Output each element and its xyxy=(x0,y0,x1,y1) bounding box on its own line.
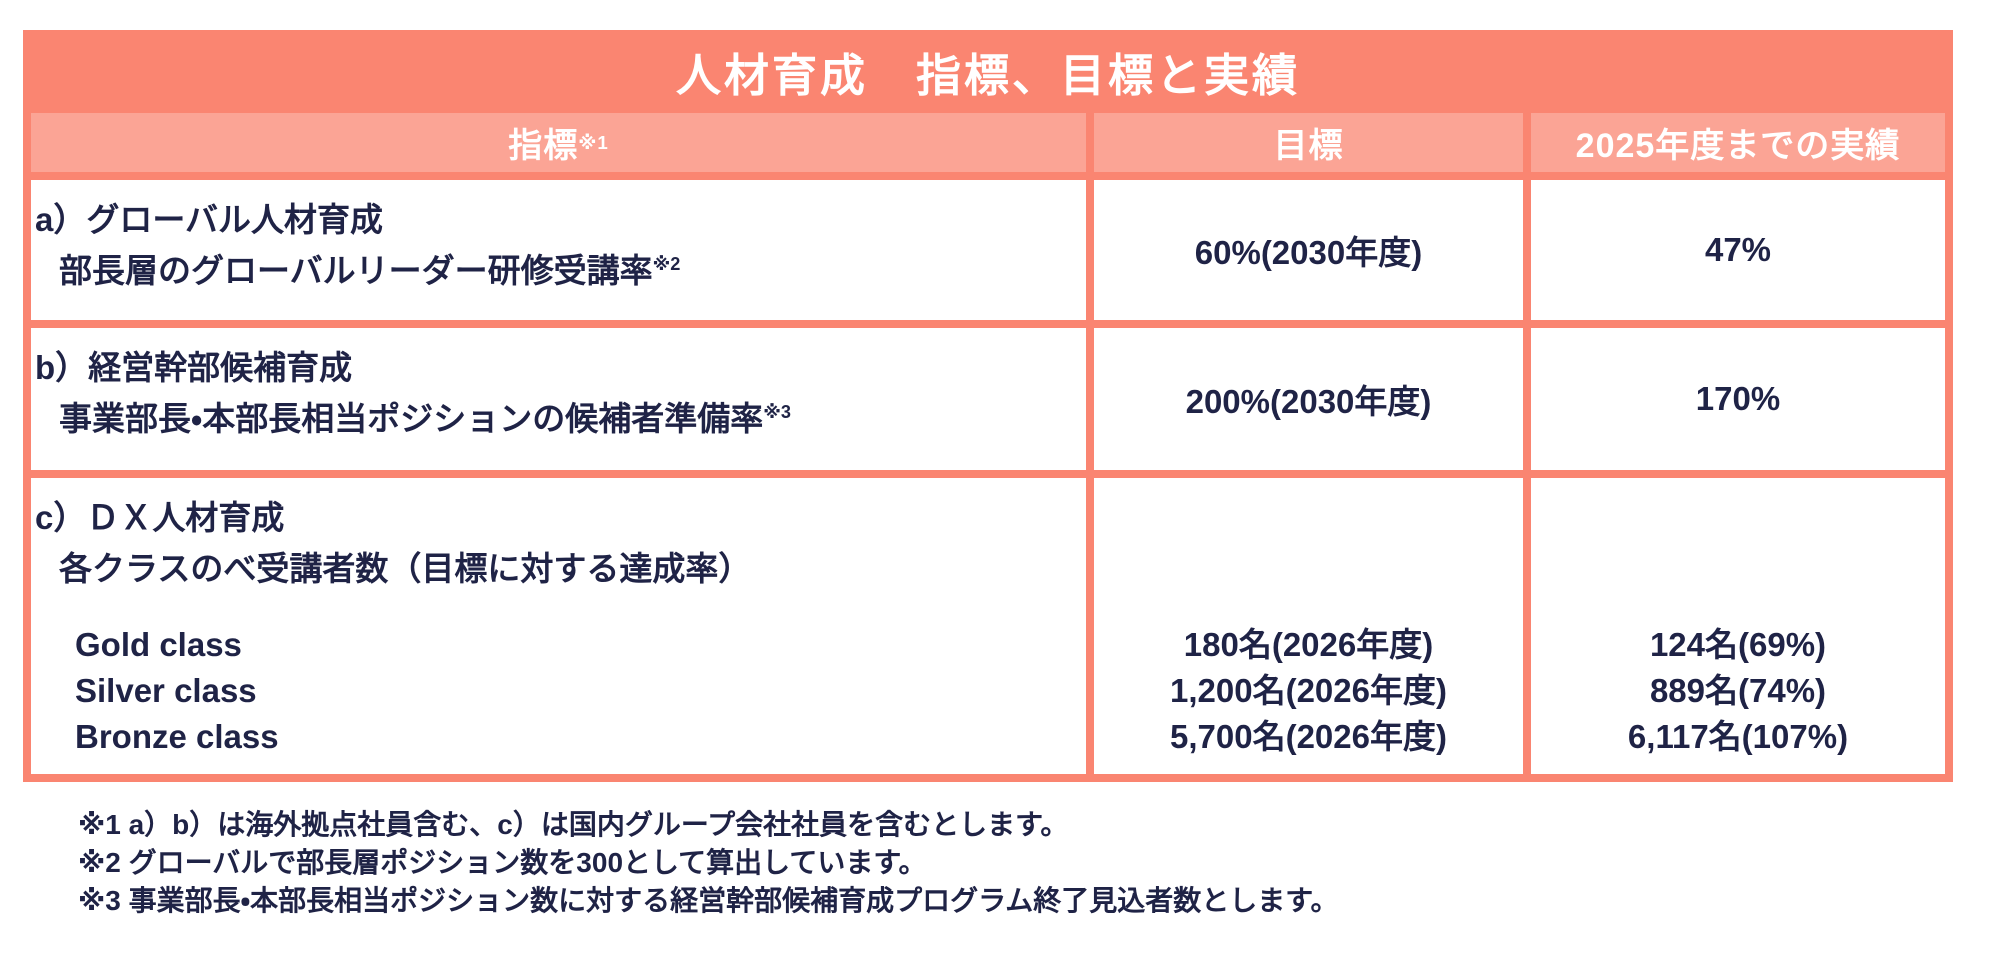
class-gold-result: 124名(69%) xyxy=(1649,626,1827,663)
row-c-title: c）ＤＸ人材育成 xyxy=(35,499,285,536)
footnotes: ※1 a）b）は海外拠点社員含む、c）は国内グループ会社社員を含むとします。 ※… xyxy=(78,806,1338,920)
row-c-class-list: Gold class Silver class Bronze class xyxy=(35,622,1076,760)
row-b-target-cell: 200%(2030年度) xyxy=(1094,328,1523,470)
class-gold-label: Gold class xyxy=(75,626,242,663)
row-a-target-cell: 60%(2030年度) xyxy=(1094,180,1523,320)
class-bronze-target: 5,700名(2026年度) xyxy=(1170,718,1447,755)
footnote-3: ※3 事業部長・本部長相当ポジション数に対する経営幹部候補育成プログラム終了見込… xyxy=(78,885,1339,916)
class-silver-target: 1,200名(2026年度) xyxy=(1170,672,1447,709)
row-c-heading: c）ＤＸ人材育成 各クラスのべ受講者数（目標に対する達成率） xyxy=(35,492,1076,594)
table-title: 人材育成 指標、目標と実績 xyxy=(675,50,1300,101)
row-b-indicator-cell: b）経営幹部候補育成 事業部長・本部長相当ポジションの候補者準備率※3 xyxy=(31,328,1086,470)
row-c-target-cell: 180名(2026年度) 1,200名(2026年度) 5,700名(2026年… xyxy=(1094,478,1523,774)
header-indicator: 指標 ※1 xyxy=(31,113,1086,172)
row-c-indicator-cell: c）ＤＸ人材育成 各クラスのべ受講者数（目標に対する達成率） Gold clas… xyxy=(31,478,1086,774)
header-result: 2025年度までの実績 xyxy=(1531,113,1945,172)
class-gold-target: 180名(2026年度) xyxy=(1183,626,1434,663)
row-c-result-cell: 124名(69%) 889名(74%) 6,117名(107%) xyxy=(1531,478,1945,774)
header-indicator-label: 指標 xyxy=(508,127,579,165)
row-a-title: a）グローバル人材育成 xyxy=(35,201,384,238)
row-b-footnote-ref: ※3 xyxy=(763,402,791,422)
row-a-indicator-cell: a）グローバル人材育成 部長層のグローバルリーダー研修受講率※2 xyxy=(31,180,1086,320)
row-c-subtitle: 各クラスのべ受講者数（目標に対する達成率） xyxy=(59,550,752,587)
row-a-target-value: 60%(2030年度) xyxy=(1194,234,1423,271)
row-a-footnote-ref: ※2 xyxy=(652,254,681,274)
class-silver-label: Silver class xyxy=(75,672,257,709)
header-target: 目標 xyxy=(1094,113,1523,172)
class-silver-result: 889名(74%) xyxy=(1649,672,1827,709)
header-target-label: 目標 xyxy=(1273,127,1344,165)
footnote-1: ※1 a）b）は海外拠点社員含む、c）は国内グループ会社社員を含むとします。 xyxy=(78,809,1069,840)
row-a-subtitle: 部長層のグローバルリーダー研修受講率※2 xyxy=(59,252,681,289)
class-bronze-label: Bronze class xyxy=(75,718,279,755)
table-grid: 指標 ※1 目標 2025年度までの実績 a）グローバル人材育成 部長層のグローバ… xyxy=(23,113,1953,782)
row-a-result-cell: 47% xyxy=(1531,180,1945,320)
class-bronze-result: 6,117名(107%) xyxy=(1627,718,1849,755)
kpi-table: 人材育成 指標、目標と実績 指標 ※1 目標 2025年度までの実績 a）グローバ… xyxy=(23,30,1953,782)
row-a-result-value: 47% xyxy=(1704,231,1772,268)
row-b-subtitle: 事業部長・本部長相当ポジションの候補者準備率※3 xyxy=(59,400,791,437)
footnote-2: ※2 グローバルで部長層ポジション数を300として算出しています。 xyxy=(78,847,927,878)
header-result-label: 2025年度までの実績 xyxy=(1575,127,1901,165)
row-b-target-value: 200%(2030年度) xyxy=(1185,383,1432,420)
row-b-result-cell: 170% xyxy=(1531,328,1945,470)
row-b-result-value: 170% xyxy=(1695,380,1781,417)
row-b-title: b）経営幹部候補育成 xyxy=(35,349,353,386)
